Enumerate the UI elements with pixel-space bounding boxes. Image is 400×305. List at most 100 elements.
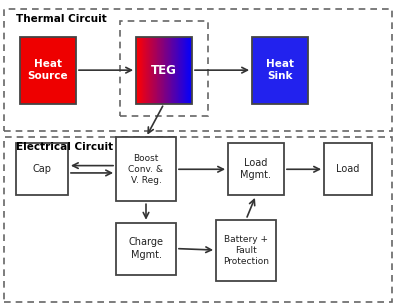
Bar — [137, 37, 138, 104]
Bar — [141, 37, 142, 104]
Bar — [4, 9, 392, 131]
Bar — [155, 37, 156, 104]
Bar — [252, 37, 308, 104]
Bar — [163, 37, 164, 104]
Bar — [147, 37, 148, 104]
Bar — [180, 37, 181, 104]
Bar — [186, 37, 187, 104]
Bar — [145, 37, 146, 104]
Bar — [138, 37, 139, 104]
Bar — [182, 37, 183, 104]
Bar — [148, 37, 149, 104]
Bar — [190, 37, 191, 104]
Bar — [160, 37, 161, 104]
Bar — [165, 37, 166, 104]
Bar — [144, 37, 145, 104]
Bar — [4, 137, 392, 302]
Bar — [182, 37, 183, 104]
Bar — [146, 37, 147, 104]
Bar — [174, 37, 175, 104]
Bar — [163, 37, 164, 104]
Bar — [184, 37, 186, 104]
Bar — [149, 37, 150, 104]
Bar — [167, 37, 168, 104]
Text: Charge
Mgmt.: Charge Mgmt. — [128, 237, 164, 260]
Bar — [183, 37, 184, 104]
Bar — [160, 37, 161, 104]
Bar — [156, 37, 158, 104]
Bar — [158, 37, 159, 104]
Text: Battery +
Fault
Protection: Battery + Fault Protection — [223, 235, 269, 266]
Bar — [180, 37, 181, 104]
Bar — [151, 37, 152, 104]
Bar — [175, 37, 176, 104]
Bar — [172, 37, 173, 104]
Text: Heat
Source: Heat Source — [28, 59, 68, 81]
Bar — [161, 37, 162, 104]
Text: Load: Load — [336, 164, 360, 174]
Bar — [185, 37, 186, 104]
Bar — [136, 37, 137, 104]
Bar — [147, 37, 148, 104]
Bar — [143, 37, 144, 104]
Bar — [161, 37, 162, 104]
Bar — [189, 37, 190, 104]
Text: Electrical Circuit: Electrical Circuit — [16, 142, 113, 152]
Bar — [178, 37, 179, 104]
Bar — [164, 37, 165, 104]
Bar — [138, 37, 139, 104]
Bar — [188, 37, 189, 104]
Bar — [191, 37, 192, 104]
Bar — [169, 37, 170, 104]
Bar — [149, 37, 150, 104]
Bar — [152, 37, 153, 104]
Bar — [116, 223, 176, 274]
Bar — [155, 37, 156, 104]
Bar — [181, 37, 182, 104]
Text: Load
Mgmt.: Load Mgmt. — [240, 158, 272, 181]
Bar — [157, 37, 158, 104]
Bar — [173, 37, 174, 104]
Bar — [228, 143, 284, 195]
Bar — [177, 37, 178, 104]
Bar — [140, 37, 141, 104]
Bar — [142, 37, 143, 104]
Bar — [177, 37, 178, 104]
Bar — [153, 37, 154, 104]
Bar — [154, 37, 155, 104]
Bar — [167, 37, 168, 104]
Bar — [184, 37, 185, 104]
Text: Thermal Circuit: Thermal Circuit — [16, 14, 107, 24]
Bar — [136, 37, 137, 104]
Bar — [162, 37, 163, 104]
Bar — [159, 37, 160, 104]
Bar — [324, 143, 372, 195]
Bar — [171, 37, 172, 104]
Bar — [151, 37, 152, 104]
Bar — [181, 37, 182, 104]
Bar — [16, 143, 68, 195]
Bar — [164, 37, 165, 104]
Text: Heat
Sink: Heat Sink — [266, 59, 294, 81]
Bar — [183, 37, 184, 104]
Bar — [189, 37, 190, 104]
Bar — [174, 37, 175, 104]
Bar — [139, 37, 140, 104]
Bar — [166, 37, 167, 104]
Bar — [136, 37, 192, 104]
Bar — [179, 37, 180, 104]
Bar — [216, 220, 276, 281]
Bar — [170, 37, 171, 104]
Bar — [168, 37, 169, 104]
Text: Cap: Cap — [32, 164, 52, 174]
Bar — [120, 21, 208, 116]
Bar — [188, 37, 189, 104]
Bar — [150, 37, 151, 104]
Bar — [159, 37, 160, 104]
Text: TEG: TEG — [151, 64, 177, 77]
Bar — [140, 37, 141, 104]
Bar — [166, 37, 167, 104]
Bar — [158, 37, 159, 104]
Bar — [20, 37, 76, 104]
Bar — [150, 37, 151, 104]
